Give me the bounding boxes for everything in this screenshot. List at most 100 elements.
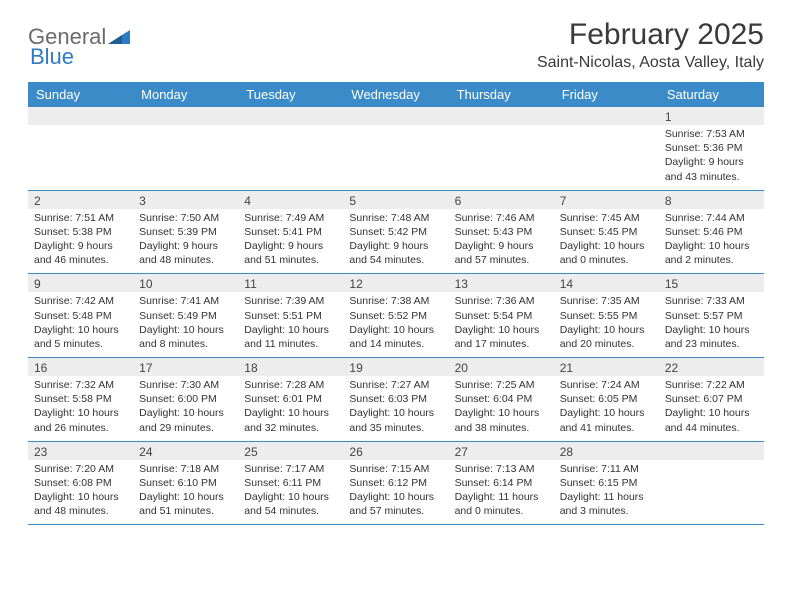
cell-body: Sunrise: 7:27 AMSunset: 6:03 PMDaylight:… bbox=[343, 376, 448, 441]
sunrise-text: Sunrise: 7:45 AM bbox=[560, 211, 653, 225]
daylight-text: Daylight: 10 hours and 41 minutes. bbox=[560, 406, 653, 434]
cell-body bbox=[554, 125, 659, 133]
cell-body: Sunrise: 7:25 AMSunset: 6:04 PMDaylight:… bbox=[449, 376, 554, 441]
month-title: February 2025 bbox=[537, 18, 764, 52]
calendar: Sunday Monday Tuesday Wednesday Thursday… bbox=[28, 82, 764, 525]
day-number bbox=[554, 107, 659, 125]
dayname-mon: Monday bbox=[133, 82, 238, 107]
cell-body: Sunrise: 7:32 AMSunset: 5:58 PMDaylight:… bbox=[28, 376, 133, 441]
calendar-cell: 20Sunrise: 7:25 AMSunset: 6:04 PMDayligh… bbox=[449, 358, 554, 441]
day-number: 17 bbox=[133, 358, 238, 376]
day-number: 3 bbox=[133, 191, 238, 209]
header: General February 2025 Saint-Nicolas, Aos… bbox=[28, 18, 764, 72]
sunset-text: Sunset: 5:38 PM bbox=[34, 225, 127, 239]
sunset-text: Sunset: 5:39 PM bbox=[139, 225, 232, 239]
calendar-cell: 24Sunrise: 7:18 AMSunset: 6:10 PMDayligh… bbox=[133, 442, 238, 525]
daylight-text: Daylight: 10 hours and 51 minutes. bbox=[139, 490, 232, 518]
daylight-text: Daylight: 10 hours and 29 minutes. bbox=[139, 406, 232, 434]
cell-body: Sunrise: 7:45 AMSunset: 5:45 PMDaylight:… bbox=[554, 209, 659, 274]
sunrise-text: Sunrise: 7:30 AM bbox=[139, 378, 232, 392]
sunset-text: Sunset: 5:52 PM bbox=[349, 309, 442, 323]
sunrise-text: Sunrise: 7:53 AM bbox=[665, 127, 758, 141]
calendar-cell: 23Sunrise: 7:20 AMSunset: 6:08 PMDayligh… bbox=[28, 442, 133, 525]
brand-part2: Blue bbox=[30, 44, 74, 69]
cell-body bbox=[238, 125, 343, 133]
daylight-text: Daylight: 9 hours and 54 minutes. bbox=[349, 239, 442, 267]
day-number: 23 bbox=[28, 442, 133, 460]
sunrise-text: Sunrise: 7:49 AM bbox=[244, 211, 337, 225]
sunset-text: Sunset: 6:11 PM bbox=[244, 476, 337, 490]
brand-part2-wrap: Blue bbox=[30, 44, 74, 70]
daylight-text: Daylight: 10 hours and 26 minutes. bbox=[34, 406, 127, 434]
sunrise-text: Sunrise: 7:13 AM bbox=[455, 462, 548, 476]
cell-body: Sunrise: 7:24 AMSunset: 6:05 PMDaylight:… bbox=[554, 376, 659, 441]
calendar-cell: 3Sunrise: 7:50 AMSunset: 5:39 PMDaylight… bbox=[133, 191, 238, 274]
day-number bbox=[238, 107, 343, 125]
calendar-cell bbox=[133, 107, 238, 190]
calendar-cell: 16Sunrise: 7:32 AMSunset: 5:58 PMDayligh… bbox=[28, 358, 133, 441]
cell-body: Sunrise: 7:49 AMSunset: 5:41 PMDaylight:… bbox=[238, 209, 343, 274]
day-number: 25 bbox=[238, 442, 343, 460]
calendar-cell: 19Sunrise: 7:27 AMSunset: 6:03 PMDayligh… bbox=[343, 358, 448, 441]
day-number: 1 bbox=[659, 107, 764, 125]
day-number: 24 bbox=[133, 442, 238, 460]
sunset-text: Sunset: 6:04 PM bbox=[455, 392, 548, 406]
day-number bbox=[133, 107, 238, 125]
day-number: 9 bbox=[28, 274, 133, 292]
sunrise-text: Sunrise: 7:41 AM bbox=[139, 294, 232, 308]
daylight-text: Daylight: 9 hours and 46 minutes. bbox=[34, 239, 127, 267]
cell-body: Sunrise: 7:30 AMSunset: 6:00 PMDaylight:… bbox=[133, 376, 238, 441]
calendar-cell: 18 Sunrise: 7:28 AMSunset: 6:01 PMDayligh… bbox=[238, 358, 343, 441]
daylight-text: Daylight: 10 hours and 48 minutes. bbox=[34, 490, 127, 518]
daylight-text: Daylight: 10 hours and 11 minutes. bbox=[244, 323, 337, 351]
cell-body: Sunrise: 7:20 AMSunset: 6:08 PMDaylight:… bbox=[28, 460, 133, 525]
day-number: 6 bbox=[449, 191, 554, 209]
sunset-text: Sunset: 6:00 PM bbox=[139, 392, 232, 406]
sunset-text: Sunset: 5:46 PM bbox=[665, 225, 758, 239]
sunrise-text: Sunrise: 7:20 AM bbox=[34, 462, 127, 476]
calendar-cell: 5Sunrise: 7:48 AMSunset: 5:42 PMDaylight… bbox=[343, 191, 448, 274]
daylight-text: Daylight: 10 hours and 54 minutes. bbox=[244, 490, 337, 518]
calendar-cell bbox=[238, 107, 343, 190]
dayname-sat: Saturday bbox=[659, 82, 764, 107]
calendar-cell: 21Sunrise: 7:24 AMSunset: 6:05 PMDayligh… bbox=[554, 358, 659, 441]
sunset-text: Sunset: 5:49 PM bbox=[139, 309, 232, 323]
daylight-text: Daylight: 10 hours and 0 minutes. bbox=[560, 239, 653, 267]
cell-body: Sunrise: 7:41 AMSunset: 5:49 PMDaylight:… bbox=[133, 292, 238, 357]
sunset-text: Sunset: 5:48 PM bbox=[34, 309, 127, 323]
calendar-cell bbox=[554, 107, 659, 190]
daylight-text: Daylight: 10 hours and 20 minutes. bbox=[560, 323, 653, 351]
sunrise-text: Sunrise: 7:28 AM bbox=[244, 378, 337, 392]
calendar-cell bbox=[343, 107, 448, 190]
daylight-text: Daylight: 9 hours and 43 minutes. bbox=[665, 155, 758, 183]
day-number: 28 bbox=[554, 442, 659, 460]
daylight-text: Daylight: 10 hours and 32 minutes. bbox=[244, 406, 337, 434]
calendar-cell: 14Sunrise: 7:35 AMSunset: 5:55 PMDayligh… bbox=[554, 274, 659, 357]
sunset-text: Sunset: 5:43 PM bbox=[455, 225, 548, 239]
calendar-cell: 27Sunrise: 7:13 AMSunset: 6:14 PMDayligh… bbox=[449, 442, 554, 525]
sunrise-text: Sunrise: 7:44 AM bbox=[665, 211, 758, 225]
calendar-cell: 28Sunrise: 7:11 AMSunset: 6:15 PMDayligh… bbox=[554, 442, 659, 525]
cell-body bbox=[28, 125, 133, 133]
day-number bbox=[659, 442, 764, 460]
sunrise-text: Sunrise: 7:24 AM bbox=[560, 378, 653, 392]
calendar-cell: 6Sunrise: 7:46 AMSunset: 5:43 PMDaylight… bbox=[449, 191, 554, 274]
daylight-text: Daylight: 11 hours and 3 minutes. bbox=[560, 490, 653, 518]
day-number: 2 bbox=[28, 191, 133, 209]
sunset-text: Sunset: 5:57 PM bbox=[665, 309, 758, 323]
sunrise-text: Sunrise: 7:33 AM bbox=[665, 294, 758, 308]
sunrise-text: Sunrise: 7:25 AM bbox=[455, 378, 548, 392]
sunset-text: Sunset: 5:42 PM bbox=[349, 225, 442, 239]
sunset-text: Sunset: 6:03 PM bbox=[349, 392, 442, 406]
sunrise-text: Sunrise: 7:42 AM bbox=[34, 294, 127, 308]
sunrise-text: Sunrise: 7:36 AM bbox=[455, 294, 548, 308]
sunrise-text: Sunrise: 7:17 AM bbox=[244, 462, 337, 476]
sunset-text: Sunset: 6:01 PM bbox=[244, 392, 337, 406]
sunset-text: Sunset: 5:55 PM bbox=[560, 309, 653, 323]
calendar-cell: 17Sunrise: 7:30 AMSunset: 6:00 PMDayligh… bbox=[133, 358, 238, 441]
day-number: 18 bbox=[238, 358, 343, 376]
sunrise-text: Sunrise: 7:46 AM bbox=[455, 211, 548, 225]
daylight-text: Daylight: 10 hours and 17 minutes. bbox=[455, 323, 548, 351]
daylight-text: Daylight: 10 hours and 38 minutes. bbox=[455, 406, 548, 434]
sunrise-text: Sunrise: 7:18 AM bbox=[139, 462, 232, 476]
